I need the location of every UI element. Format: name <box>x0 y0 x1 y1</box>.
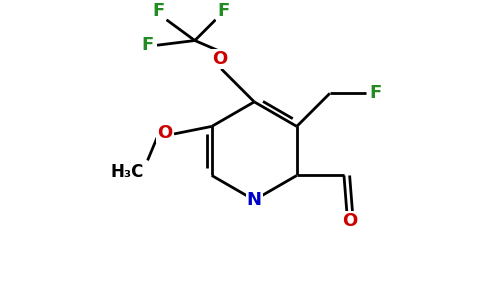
Text: F: F <box>217 2 229 20</box>
Text: F: F <box>153 2 165 20</box>
Text: F: F <box>141 36 154 54</box>
Text: N: N <box>247 191 262 209</box>
Text: O: O <box>212 50 227 68</box>
Text: F: F <box>369 84 381 102</box>
Text: O: O <box>157 124 172 142</box>
Text: H₃C: H₃C <box>110 163 144 181</box>
Text: O: O <box>342 212 357 230</box>
